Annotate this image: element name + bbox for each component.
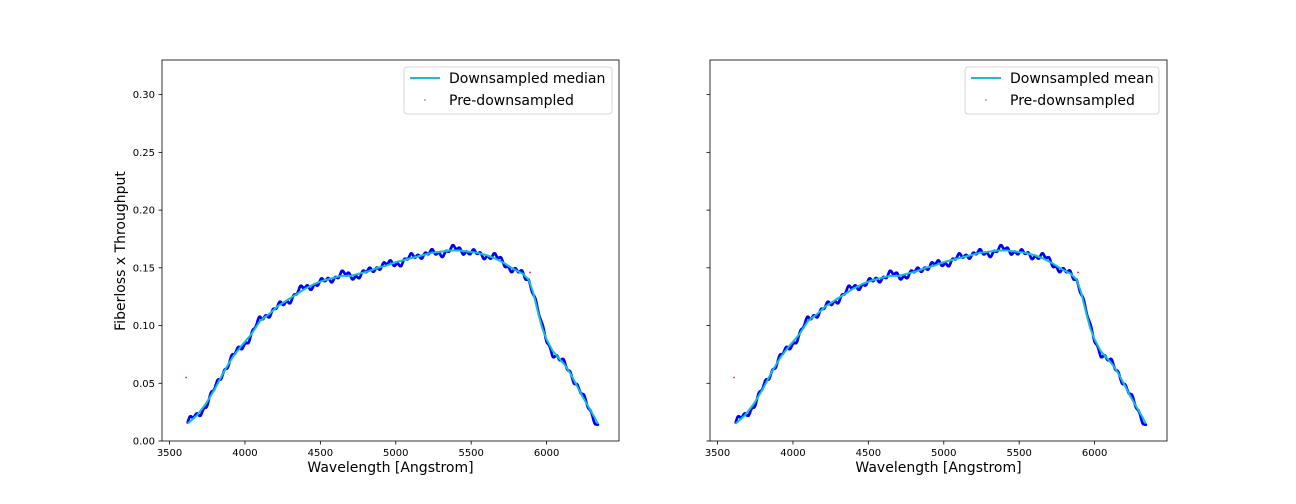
right-legend-label-predownsampled: Pre-downsampled bbox=[1010, 93, 1135, 109]
left-x-tick-label: 5000 bbox=[383, 448, 408, 459]
left-y-axis-label: Fiberloss x Throughput bbox=[113, 171, 129, 331]
left-predownsampled-point bbox=[596, 423, 600, 427]
right-x-axis-ticks: 3500 4000 4500 5000 5500 6000 bbox=[705, 441, 1107, 459]
right-plot-panel: 3500 4000 4500 5000 5500 6000 Wavelength [Ang… bbox=[705, 59, 1168, 476]
left-y-tick-label: 0.05 bbox=[133, 379, 155, 390]
right-legend-point-swatch bbox=[985, 99, 987, 101]
left-y-tick-label: 0.10 bbox=[133, 321, 155, 332]
left-y-tick-label: 0.00 bbox=[133, 437, 155, 448]
right-x-tick-label: 4000 bbox=[780, 448, 805, 459]
left-x-tick-label: 4000 bbox=[232, 448, 257, 459]
left-legend-label-median: Downsampled median bbox=[449, 71, 605, 87]
left-x-axis-ticks: 3500 4000 4500 5000 5500 6000 bbox=[157, 441, 559, 459]
left-y-tick-label: 0.25 bbox=[133, 148, 155, 159]
left-y-axis-ticks: 0.00 0.05 0.10 0.15 0.20 0.25 0.30 bbox=[133, 90, 162, 448]
left-y-tick-label: 0.20 bbox=[133, 206, 155, 217]
left-legend-point-swatch bbox=[424, 99, 426, 101]
left-legend-box bbox=[403, 66, 613, 115]
left-predownsampled-outlier bbox=[185, 376, 188, 379]
left-y-tick-label: 0.15 bbox=[133, 263, 155, 274]
left-downsampled-line bbox=[186, 249, 599, 425]
right-x-tick-label: 3500 bbox=[705, 448, 730, 459]
right-predownsampled-outlier bbox=[733, 376, 736, 379]
left-x-tick-label: 3500 bbox=[157, 448, 182, 459]
right-legend-box bbox=[964, 66, 1160, 115]
right-x-tick-label: 6000 bbox=[1082, 448, 1107, 459]
left-x-axis-label: Wavelength [Angstrom] bbox=[307, 460, 473, 476]
left-x-tick-label: 4500 bbox=[308, 448, 333, 459]
left-predownsampled-outlier bbox=[529, 271, 531, 274]
left-legend: Downsampled median Pre-downsampled bbox=[403, 66, 613, 115]
right-legend: Downsampled mean Pre-downsampled bbox=[964, 66, 1160, 115]
right-predownsampled-point bbox=[1144, 423, 1148, 427]
right-y-axis-ticks bbox=[706, 94, 710, 442]
left-y-tick-label: 0.30 bbox=[133, 90, 155, 101]
left-legend-label-predownsampled: Pre-downsampled bbox=[449, 93, 574, 109]
right-legend-label-mean: Downsampled mean bbox=[1010, 71, 1154, 87]
left-plot-panel: 0.00 0.05 0.10 0.15 0.20 0.25 0.30 3500 4000 450… bbox=[113, 59, 620, 476]
left-x-tick-label: 5500 bbox=[458, 448, 483, 459]
right-predownsampled-outlier bbox=[1077, 271, 1079, 274]
left-plot-area bbox=[185, 243, 600, 427]
right-axes-frame bbox=[709, 59, 1168, 442]
right-x-tick-label: 4500 bbox=[856, 448, 881, 459]
right-x-tick-label: 5000 bbox=[931, 448, 956, 459]
left-axes-frame bbox=[161, 59, 620, 442]
right-plot-area bbox=[733, 243, 1148, 427]
right-x-tick-label: 5500 bbox=[1006, 448, 1031, 459]
right-downsampled-line bbox=[734, 249, 1147, 425]
left-x-tick-label: 6000 bbox=[534, 448, 559, 459]
right-x-axis-label: Wavelength [Angstrom] bbox=[855, 460, 1021, 476]
